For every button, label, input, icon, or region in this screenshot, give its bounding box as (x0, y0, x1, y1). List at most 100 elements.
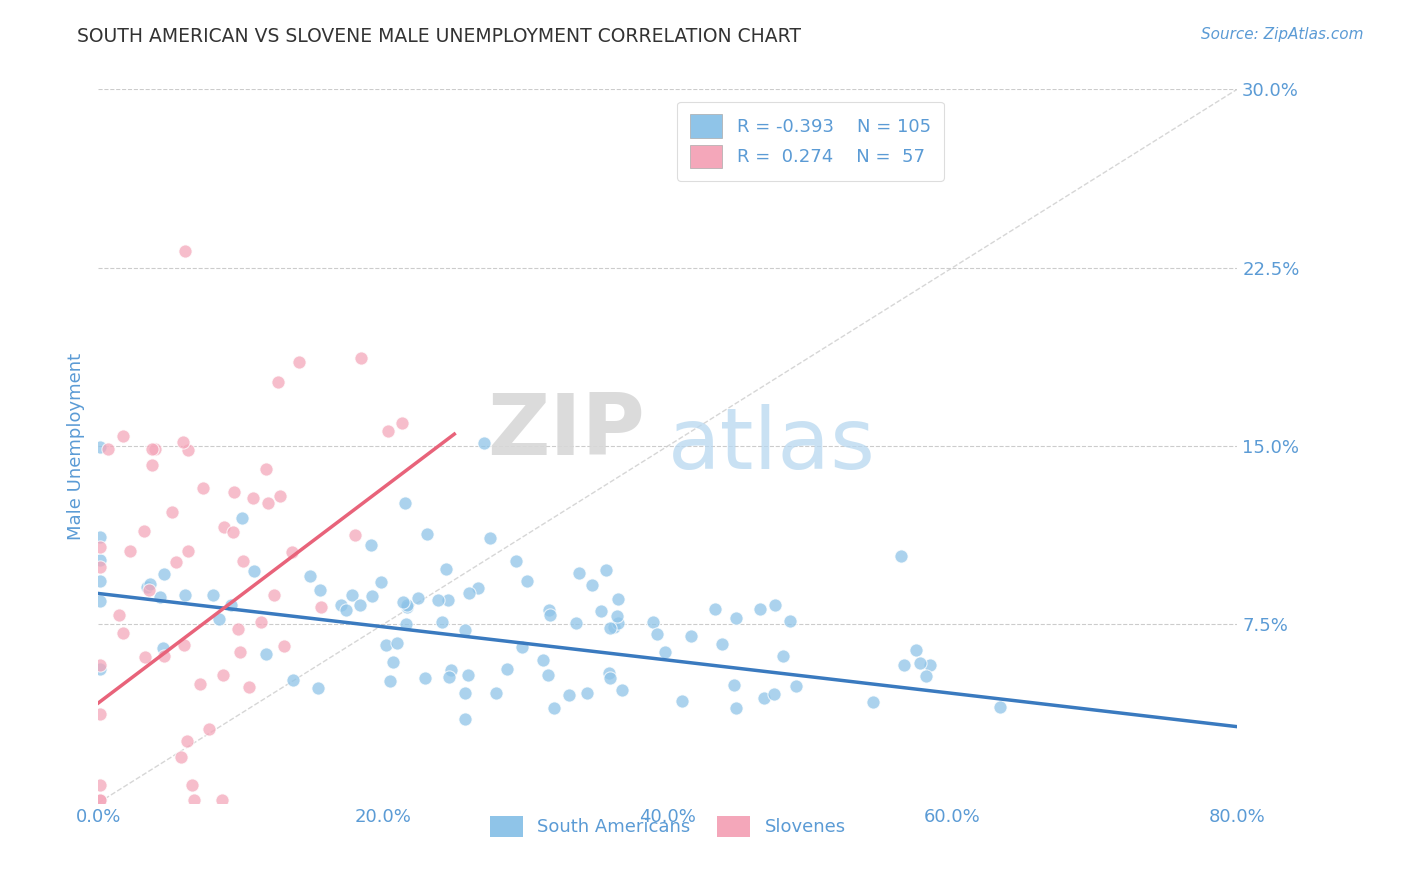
Point (242, 491, 264, 505)
Point (772, 648, 794, 663)
Point (340, 588, 363, 602)
Point (222, 524, 245, 539)
Point (89, 658, 111, 673)
Point (273, 639, 295, 653)
Point (472, 435, 495, 450)
Point (97, 442, 120, 456)
Point (257, 496, 280, 510)
Point (568, 566, 591, 580)
Text: SOUTH AMERICAN VS SLOVENE MALE UNEMPLOYMENT CORRELATION CHART: SOUTH AMERICAN VS SLOVENE MALE UNEMPLOYM… (77, 27, 801, 45)
Point (89, 793, 111, 807)
Point (725, 611, 748, 625)
Point (309, 600, 332, 615)
Point (485, 686, 508, 700)
Point (280, 545, 302, 559)
Point (607, 592, 630, 607)
Point (516, 574, 538, 588)
Point (191, 481, 214, 495)
Point (139, 577, 162, 591)
Point (177, 544, 200, 558)
Point (188, 677, 211, 691)
Point (254, 648, 277, 662)
Point (599, 621, 621, 635)
Point (176, 442, 198, 457)
Point (890, 549, 912, 564)
Point (149, 591, 172, 605)
Point (908, 656, 931, 670)
Point (370, 574, 392, 589)
Point (89, 662, 111, 676)
Point (143, 442, 166, 456)
Point (212, 667, 235, 681)
Point (454, 712, 477, 726)
Point (89, 707, 111, 722)
Point (437, 670, 460, 684)
Point (141, 442, 163, 456)
Point (89, 540, 111, 554)
Point (172, 435, 194, 450)
Point (89, 553, 111, 567)
Point (231, 510, 253, 524)
Point (565, 616, 588, 631)
Point (581, 578, 603, 592)
Point (170, 750, 193, 764)
Point (180, 778, 202, 792)
Point (598, 665, 620, 680)
Point (862, 695, 884, 709)
Point (134, 649, 156, 664)
Point (89, 594, 111, 608)
Point (779, 614, 801, 628)
Point (229, 645, 252, 659)
Point (360, 538, 382, 552)
Point (269, 489, 291, 503)
Point (267, 375, 290, 389)
Point (391, 417, 413, 431)
Point (440, 663, 463, 677)
Point (531, 653, 554, 667)
Point (920, 658, 942, 673)
Point (111, 429, 134, 443)
Point (454, 686, 477, 700)
Point (152, 649, 174, 664)
Point (510, 640, 533, 654)
Point (183, 793, 205, 807)
Point (152, 567, 174, 582)
Point (988, 700, 1011, 714)
Point (174, 588, 197, 602)
Y-axis label: Male Unemployment: Male Unemployment (66, 352, 84, 540)
Point (406, 591, 429, 606)
Point (785, 679, 807, 693)
Point (671, 694, 693, 708)
Point (558, 688, 581, 702)
Point (135, 580, 157, 594)
Text: atlas: atlas (668, 404, 876, 488)
Point (176, 733, 198, 747)
Point (893, 658, 915, 673)
Point (395, 600, 418, 615)
Point (111, 626, 134, 640)
Point (165, 555, 187, 569)
Point (138, 582, 160, 597)
Point (610, 683, 633, 698)
Point (396, 599, 419, 613)
Point (749, 602, 772, 616)
Point (599, 671, 621, 685)
Point (395, 616, 418, 631)
Point (377, 424, 399, 438)
Point (173, 638, 195, 652)
Point (214, 520, 236, 534)
Point (330, 598, 353, 612)
Point (426, 592, 449, 607)
Point (454, 624, 477, 638)
Point (723, 677, 745, 691)
Point (89, 778, 111, 792)
Point (309, 583, 332, 598)
Point (537, 603, 560, 617)
Point (89, 793, 111, 807)
Point (654, 645, 676, 659)
Point (437, 593, 460, 607)
Point (496, 662, 519, 676)
Point (458, 585, 481, 599)
Point (238, 680, 260, 694)
Point (434, 562, 457, 576)
